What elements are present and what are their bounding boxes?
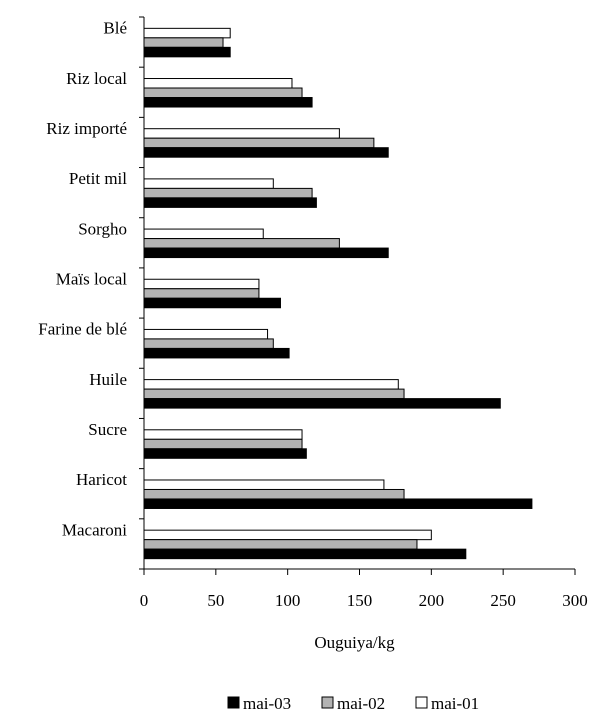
bar-mai-02-6 [143, 288, 260, 299]
legend-swatch-mai-02 [321, 696, 334, 709]
bar-mai-03-11 [143, 548, 467, 560]
bar-mai-02-3 [143, 137, 375, 149]
bar-mai-01-10 [143, 479, 385, 490]
axis-ticks: 0 50 100 150 200 250 300 [139, 16, 588, 610]
category-label: Blé [103, 19, 127, 38]
bar-mai-02-4 [143, 187, 313, 199]
bar-mai-01-4 [143, 178, 274, 189]
bar-mai-03-8 [143, 398, 501, 409]
bar-mai-02-7 [143, 338, 274, 349]
x-tick-label: 50 [207, 591, 224, 610]
bar-mai-02-10 [143, 488, 405, 500]
category-labels: Blé Riz local Riz importé Petit mil Sorgho Ma… [38, 19, 127, 540]
bar-mai-01-5 [143, 228, 264, 240]
category-label: Riz local [66, 69, 127, 88]
bar-mai-03-4 [143, 197, 317, 208]
legend-swatch-mai-03 [227, 696, 240, 709]
bar-mai-03-5 [143, 247, 389, 259]
legend: mai-03 mai-02 mai-01 [227, 694, 479, 713]
bar-mai-02-8 [143, 388, 405, 400]
category-label: Haricot [76, 470, 127, 489]
category-label: Huile [89, 370, 127, 389]
category-label: Petit mil [69, 169, 127, 188]
bar-mai-03-3 [143, 147, 389, 158]
category-label: Farine de blé [38, 320, 127, 339]
bar-mai-03-9 [143, 448, 307, 459]
x-tick-label: 200 [419, 591, 445, 610]
bar-mai-01-1 [143, 27, 231, 39]
bar-mai-03-10 [143, 498, 533, 509]
legend-label-mai-02: mai-02 [337, 694, 385, 713]
legend-swatch-mai-01 [415, 696, 428, 709]
x-axis-title: Ouguiya/kg [314, 633, 395, 652]
x-tick-label: 300 [562, 591, 588, 610]
x-tick-label: 250 [490, 591, 516, 610]
bar-mai-02-5 [143, 238, 340, 249]
bar-mai-01-7 [143, 328, 269, 340]
category-label: Sorgho [78, 219, 127, 238]
bar-mai-01-9 [143, 429, 303, 440]
bars-layer [143, 27, 533, 560]
bar-mai-01-3 [143, 128, 340, 139]
bar-mai-03-7 [143, 347, 290, 359]
legend-label-mai-03: mai-03 [243, 694, 291, 713]
bar-mai-02-1 [143, 37, 224, 48]
bar-mai-02-11 [143, 539, 418, 550]
x-tick-label: 150 [347, 591, 373, 610]
bar-mai-03-1 [143, 46, 231, 58]
x-tick-label: 100 [275, 591, 301, 610]
bar-mai-01-6 [143, 278, 260, 290]
x-tick-label: 0 [140, 591, 149, 610]
legend-label-mai-01: mai-01 [431, 694, 479, 713]
category-label: Macaroni [62, 520, 127, 539]
category-label: Riz importé [46, 119, 127, 138]
bar-mai-02-2 [143, 87, 303, 99]
bar-mai-02-9 [143, 438, 303, 450]
bar-mai-01-8 [143, 379, 399, 390]
bar-mai-01-11 [143, 529, 432, 541]
category-label: Sucre [88, 420, 127, 439]
bar-mai-03-2 [143, 97, 313, 108]
bar-mai-01-2 [143, 78, 293, 89]
bar-mai-03-6 [143, 297, 281, 309]
category-label: Maïs local [56, 270, 128, 289]
